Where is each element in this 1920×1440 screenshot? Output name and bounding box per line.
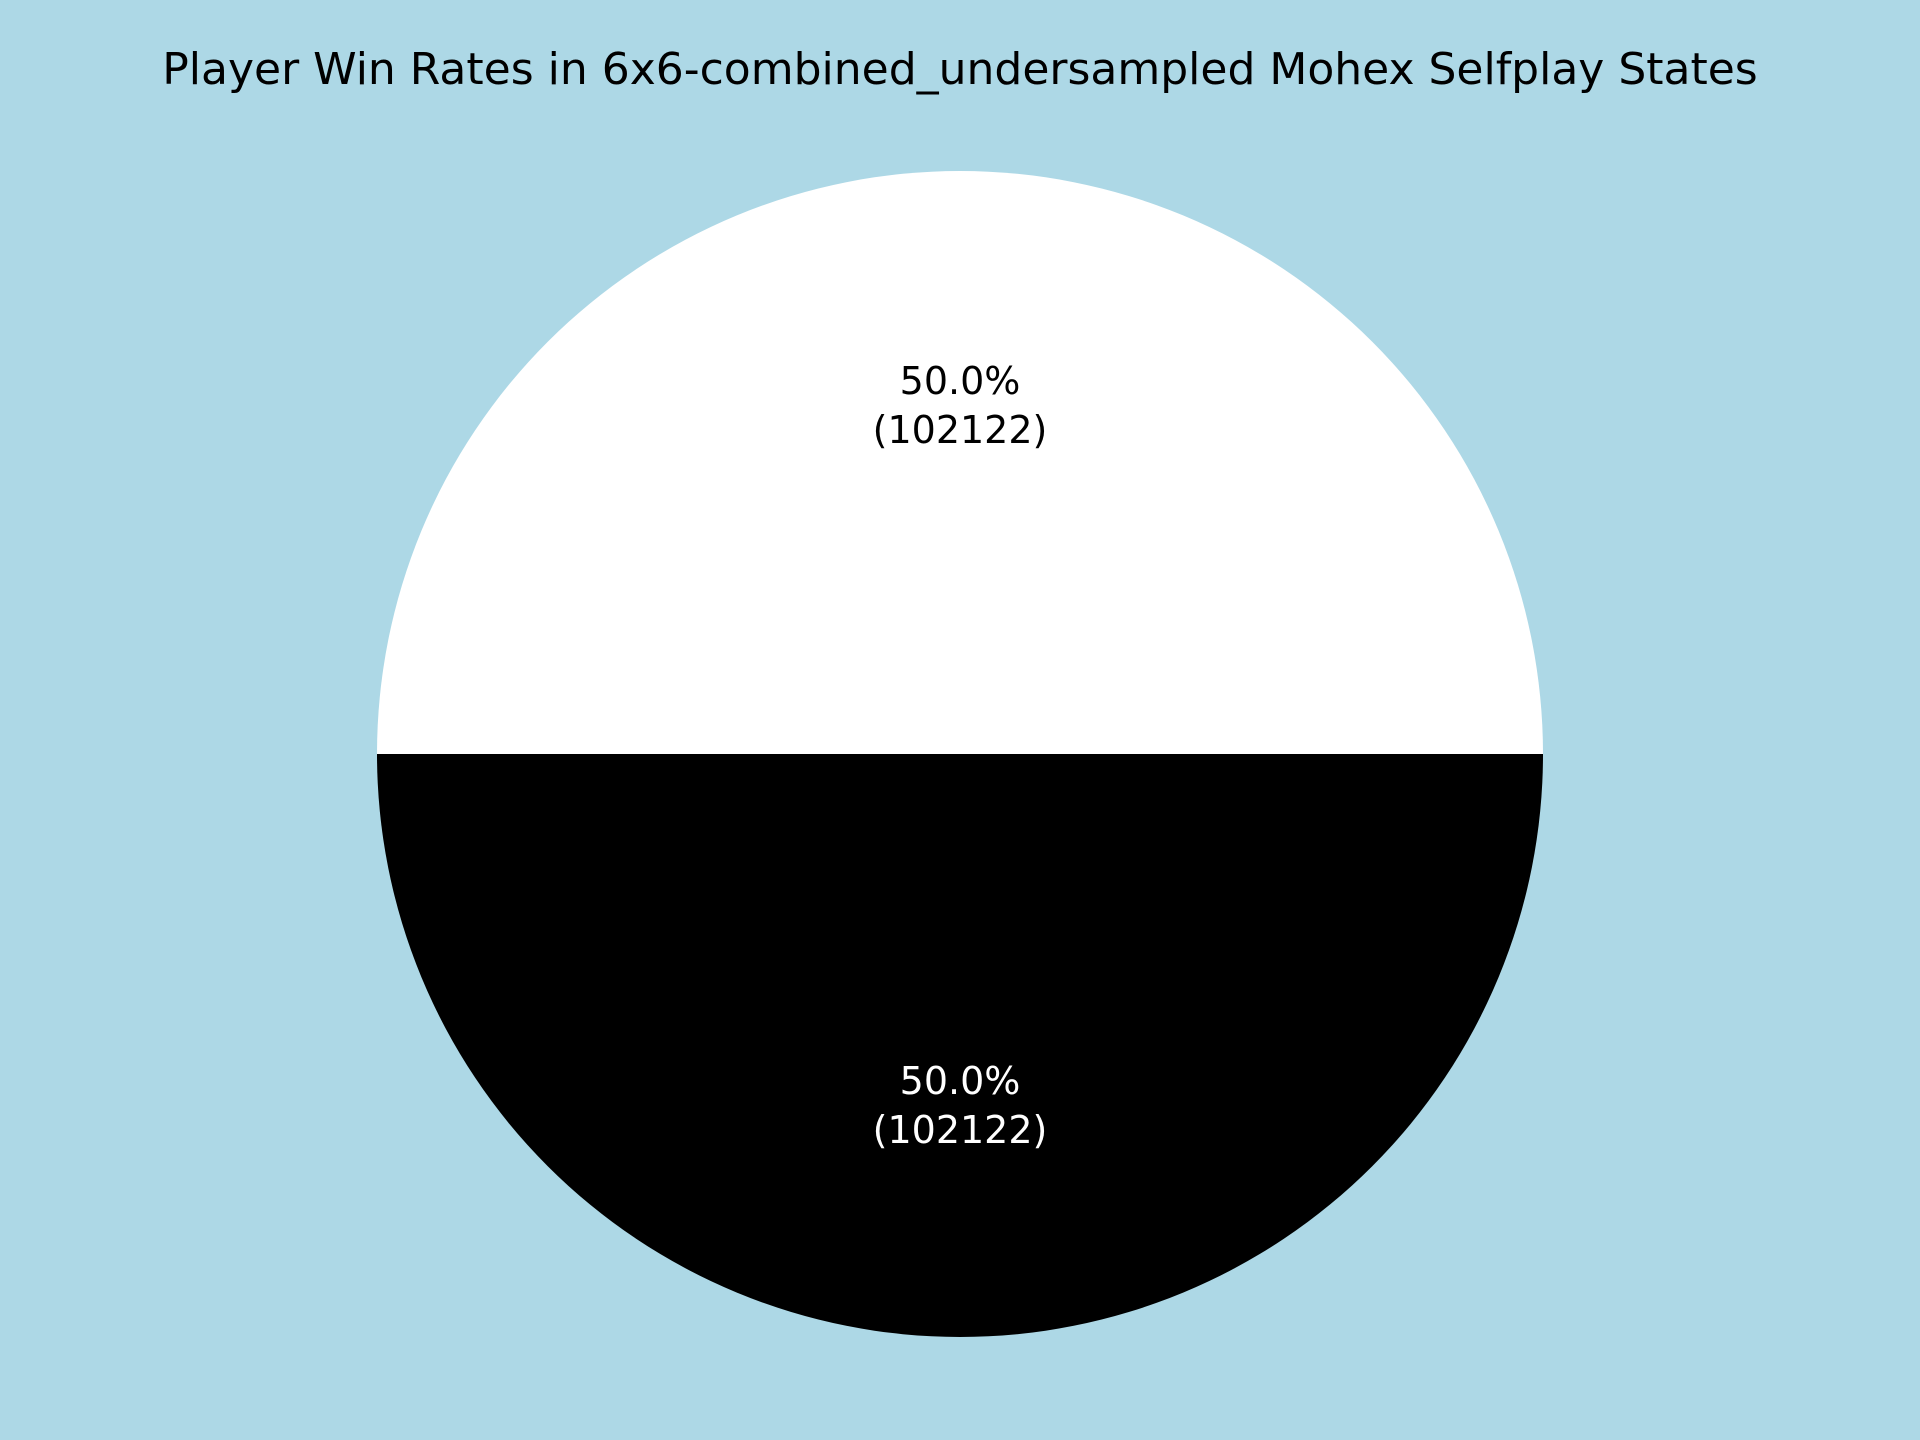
- slice-percent-label-2: 50.0%: [900, 1059, 1021, 1103]
- slice-count-label-2: (102122): [873, 1108, 1048, 1152]
- pie-slice-2: [377, 754, 1543, 1337]
- slice-percent-label-1: 50.0%: [900, 359, 1021, 403]
- slice-count-label-1: (102122): [873, 408, 1048, 452]
- pie-slice-1: [377, 171, 1543, 754]
- chart-title: Player Win Rates in 6x6-combined_undersa…: [162, 44, 1758, 95]
